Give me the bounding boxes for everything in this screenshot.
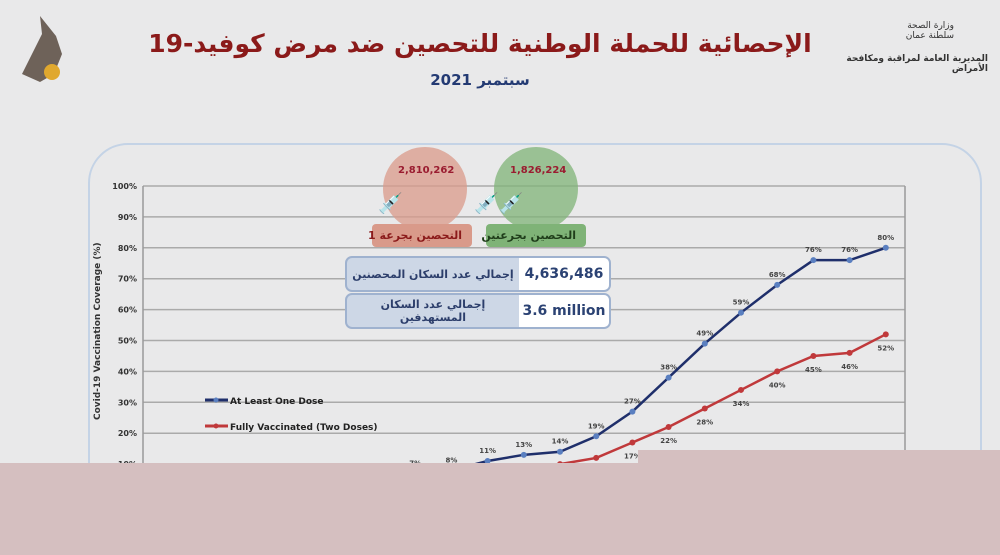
syringe-icon: 💉💉 xyxy=(474,191,524,215)
data-point xyxy=(810,257,817,264)
data-label: 22% xyxy=(660,437,677,445)
total-vaccinated-label: إجمالي عدد السكان المحصنين xyxy=(352,267,514,281)
two-dose-bubble xyxy=(494,147,578,231)
one-dose-count: 2,810,262 xyxy=(398,165,455,176)
data-point xyxy=(629,439,636,446)
data-point xyxy=(738,309,744,316)
data-label: 13% xyxy=(515,441,532,449)
one-dose-label: التحصين بجرعة 1 xyxy=(368,224,472,247)
directorate-name: المديرية العامة لمراقبة ومكافحة الأمراض xyxy=(846,54,988,74)
legend: At Least One Dose Fully Vaccinated (Two … xyxy=(205,397,378,433)
data-point xyxy=(701,405,708,412)
ministry-name: وزارة الصحة xyxy=(907,21,954,31)
data-point xyxy=(774,281,781,288)
ministry-logo-block: وزارة الصحة سلطنة عمان المديرية العامة لم… xyxy=(828,14,988,74)
data-label: 34% xyxy=(733,400,750,408)
data-label: 8% xyxy=(445,456,457,464)
total-vaccinated-value: 4,636,486 xyxy=(519,258,609,290)
y-tick-label: 30% xyxy=(118,398,137,407)
data-point xyxy=(882,244,889,251)
country-name: سلطنة عمان xyxy=(905,31,954,41)
one-dose-bubble xyxy=(383,147,467,231)
y-tick-label: 20% xyxy=(118,429,137,438)
data-point xyxy=(557,448,563,455)
data-point xyxy=(738,386,744,393)
bottom-overlay xyxy=(0,463,1000,555)
subtitle: سبتمبر 2021 xyxy=(430,71,530,89)
data-label: 46% xyxy=(841,363,858,371)
data-label: 76% xyxy=(841,246,858,254)
bottom-overlay xyxy=(638,450,1000,470)
data-point xyxy=(846,257,853,264)
data-point xyxy=(701,340,708,347)
series-line-1 xyxy=(559,333,887,466)
title: الإحصائية للحملة الوطنية للتحصين ضد مرض … xyxy=(148,29,812,58)
data-label: 76% xyxy=(805,246,822,254)
two-dose-label: التحصين بجرعتين xyxy=(481,224,586,247)
data-point xyxy=(774,368,781,375)
y-tick-label: 40% xyxy=(118,367,137,376)
data-point xyxy=(665,424,672,431)
data-point xyxy=(593,454,600,461)
data-point xyxy=(846,349,853,356)
data-label: 40% xyxy=(769,381,786,389)
legend-one-dose: At Least One Dose xyxy=(230,397,324,407)
data-point xyxy=(882,331,889,338)
data-label: 80% xyxy=(877,234,894,242)
y-tick-label: 90% xyxy=(118,213,137,222)
y-tick-label: 70% xyxy=(118,275,137,284)
data-label: 52% xyxy=(877,344,894,352)
total-target-label: إجمالي عدد السكان المستهدفين xyxy=(380,298,486,324)
total-target-value: 3.6 million xyxy=(519,295,609,327)
data-label: 27% xyxy=(624,398,641,406)
data-point xyxy=(629,408,636,415)
data-label: 11% xyxy=(479,447,496,455)
data-label: 17% xyxy=(624,452,641,460)
data-point xyxy=(810,352,817,359)
logo-left xyxy=(18,14,74,94)
data-label: 14% xyxy=(552,438,569,446)
two-dose-count: 1,826,224 xyxy=(510,165,567,176)
data-label: 68% xyxy=(769,271,786,279)
y-axis-label: Covid-19 Vaccination Coverage (%) xyxy=(93,242,103,420)
data-point xyxy=(593,433,600,440)
y-tick-label: 100% xyxy=(112,182,137,191)
total-target-box: 3.6 million إجمالي عدد السكان المستهدفين xyxy=(345,293,611,329)
data-point xyxy=(665,374,672,381)
data-label: 19% xyxy=(588,422,605,430)
syringe-icon: 💉 xyxy=(378,191,403,215)
y-tick-label: 80% xyxy=(118,244,137,253)
data-label: 28% xyxy=(696,418,713,426)
total-vaccinated-box: 4,636,486 إجمالي عدد السكان المحصنين xyxy=(345,256,611,292)
data-label: 59% xyxy=(733,299,750,307)
data-point xyxy=(520,451,527,458)
data-label: 38% xyxy=(660,364,677,372)
data-label: 45% xyxy=(805,366,822,374)
y-tick-label: 50% xyxy=(118,337,137,346)
y-tick-label: 60% xyxy=(118,306,137,315)
data-label: 49% xyxy=(696,330,713,338)
data-point xyxy=(484,458,491,465)
legend-two-doses: Fully Vaccinated (Two Doses) xyxy=(230,423,378,433)
